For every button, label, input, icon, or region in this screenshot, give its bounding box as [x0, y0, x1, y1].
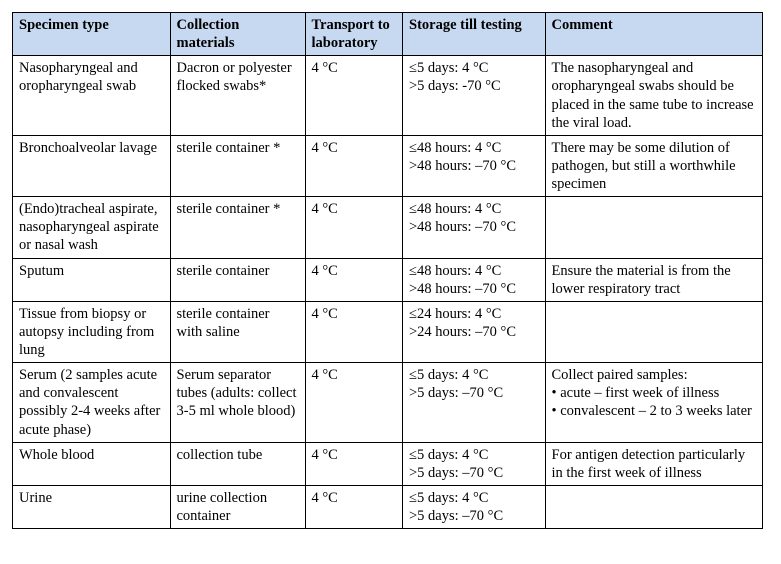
- storage-line-a: ≤5 days: 4 °C: [409, 366, 539, 384]
- cell-specimen: Bronchoalveolar lavage: [13, 135, 171, 196]
- cell-comment: Collect paired samples:• acute – first w…: [545, 363, 763, 443]
- cell-transport: 4 °C: [305, 442, 403, 485]
- table-row: Sputumsterile container4 °C≤48 hours: 4 …: [13, 258, 763, 301]
- cell-materials: collection tube: [170, 442, 305, 485]
- col-header-specimen: Specimen type: [13, 13, 171, 56]
- table-row: Tissue from biopsy or autopsy including …: [13, 301, 763, 362]
- table-row: Whole bloodcollection tube4 °C≤5 days: 4…: [13, 442, 763, 485]
- storage-line-a: ≤5 days: 4 °C: [409, 446, 539, 464]
- col-header-storage: Storage till testing: [403, 13, 546, 56]
- col-header-comment: Comment: [545, 13, 763, 56]
- table-row: Urineurine collection container4 °C≤5 da…: [13, 485, 763, 528]
- cell-materials: Dacron or polyester flocked swabs*: [170, 56, 305, 136]
- cell-specimen: Urine: [13, 485, 171, 528]
- cell-specimen: (Endo)tracheal aspirate, nasopharyngeal …: [13, 197, 171, 258]
- cell-specimen: Serum (2 samples acute and convalescent …: [13, 363, 171, 443]
- table-row: (Endo)tracheal aspirate, nasopharyngeal …: [13, 197, 763, 258]
- cell-storage: ≤5 days: 4 °C>5 days: –70 °C: [403, 442, 546, 485]
- cell-materials: sterile container with saline: [170, 301, 305, 362]
- cell-transport: 4 °C: [305, 135, 403, 196]
- table-row: Nasopharyngeal and oropharyngeal swabDac…: [13, 56, 763, 136]
- storage-line-b: >5 days: –70 °C: [409, 464, 539, 482]
- cell-storage: ≤5 days: 4 °C>5 days: -70 °C: [403, 56, 546, 136]
- table-row: Bronchoalveolar lavagesterile container …: [13, 135, 763, 196]
- cell-storage: ≤5 days: 4 °C>5 days: –70 °C: [403, 363, 546, 443]
- storage-line-a: ≤48 hours: 4 °C: [409, 200, 539, 218]
- cell-storage: ≤5 days: 4 °C>5 days: –70 °C: [403, 485, 546, 528]
- storage-line-a: ≤48 hours: 4 °C: [409, 139, 539, 157]
- comment-line: There may be some dilution of pathogen, …: [552, 139, 757, 193]
- cell-comment: There may be some dilution of pathogen, …: [545, 135, 763, 196]
- comment-line: For antigen detection particularly in th…: [552, 446, 757, 482]
- cell-materials: sterile container *: [170, 135, 305, 196]
- comment-line: The nasopharyngeal and oropharyngeal swa…: [552, 59, 757, 132]
- storage-line-b: >48 hours: –70 °C: [409, 218, 539, 236]
- storage-line-b: >5 days: –70 °C: [409, 507, 539, 525]
- cell-specimen: Tissue from biopsy or autopsy including …: [13, 301, 171, 362]
- cell-materials: sterile container *: [170, 197, 305, 258]
- storage-line-a: ≤48 hours: 4 °C: [409, 262, 539, 280]
- storage-line-b: >5 days: -70 °C: [409, 77, 539, 95]
- cell-comment: [545, 197, 763, 258]
- comment-line: Collect paired samples:: [552, 366, 757, 384]
- cell-storage: ≤24 hours: 4 °C>24 hours: –70 °C: [403, 301, 546, 362]
- col-header-transport: Transport to laboratory: [305, 13, 403, 56]
- table-body: Nasopharyngeal and oropharyngeal swabDac…: [13, 56, 763, 529]
- cell-specimen: Nasopharyngeal and oropharyngeal swab: [13, 56, 171, 136]
- cell-specimen: Sputum: [13, 258, 171, 301]
- comment-line: • convalescent – 2 to 3 weeks later: [552, 402, 757, 420]
- cell-comment: [545, 485, 763, 528]
- storage-line-a: ≤24 hours: 4 °C: [409, 305, 539, 323]
- comment-line: • acute – first week of illness: [552, 384, 757, 402]
- storage-line-b: >24 hours: –70 °C: [409, 323, 539, 341]
- cell-materials: Serum separator tubes (adults: collect 3…: [170, 363, 305, 443]
- cell-materials: urine collection container: [170, 485, 305, 528]
- comment-line: Ensure the material is from the lower re…: [552, 262, 757, 298]
- cell-storage: ≤48 hours: 4 °C>48 hours: –70 °C: [403, 197, 546, 258]
- storage-line-a: ≤5 days: 4 °C: [409, 489, 539, 507]
- table-header-row: Specimen type Collection materials Trans…: [13, 13, 763, 56]
- storage-line-a: ≤5 days: 4 °C: [409, 59, 539, 77]
- cell-transport: 4 °C: [305, 363, 403, 443]
- cell-comment: For antigen detection particularly in th…: [545, 442, 763, 485]
- cell-materials: sterile container: [170, 258, 305, 301]
- cell-transport: 4 °C: [305, 56, 403, 136]
- cell-specimen: Whole blood: [13, 442, 171, 485]
- specimen-table: Specimen type Collection materials Trans…: [12, 12, 763, 529]
- cell-comment: [545, 301, 763, 362]
- storage-line-b: >48 hours: –70 °C: [409, 157, 539, 175]
- storage-line-b: >5 days: –70 °C: [409, 384, 539, 402]
- col-header-materials: Collection materials: [170, 13, 305, 56]
- cell-transport: 4 °C: [305, 301, 403, 362]
- cell-comment: The nasopharyngeal and oropharyngeal swa…: [545, 56, 763, 136]
- cell-comment: Ensure the material is from the lower re…: [545, 258, 763, 301]
- cell-transport: 4 °C: [305, 258, 403, 301]
- cell-transport: 4 °C: [305, 197, 403, 258]
- storage-line-b: >48 hours: –70 °C: [409, 280, 539, 298]
- table-row: Serum (2 samples acute and convalescent …: [13, 363, 763, 443]
- cell-transport: 4 °C: [305, 485, 403, 528]
- cell-storage: ≤48 hours: 4 °C>48 hours: –70 °C: [403, 135, 546, 196]
- cell-storage: ≤48 hours: 4 °C>48 hours: –70 °C: [403, 258, 546, 301]
